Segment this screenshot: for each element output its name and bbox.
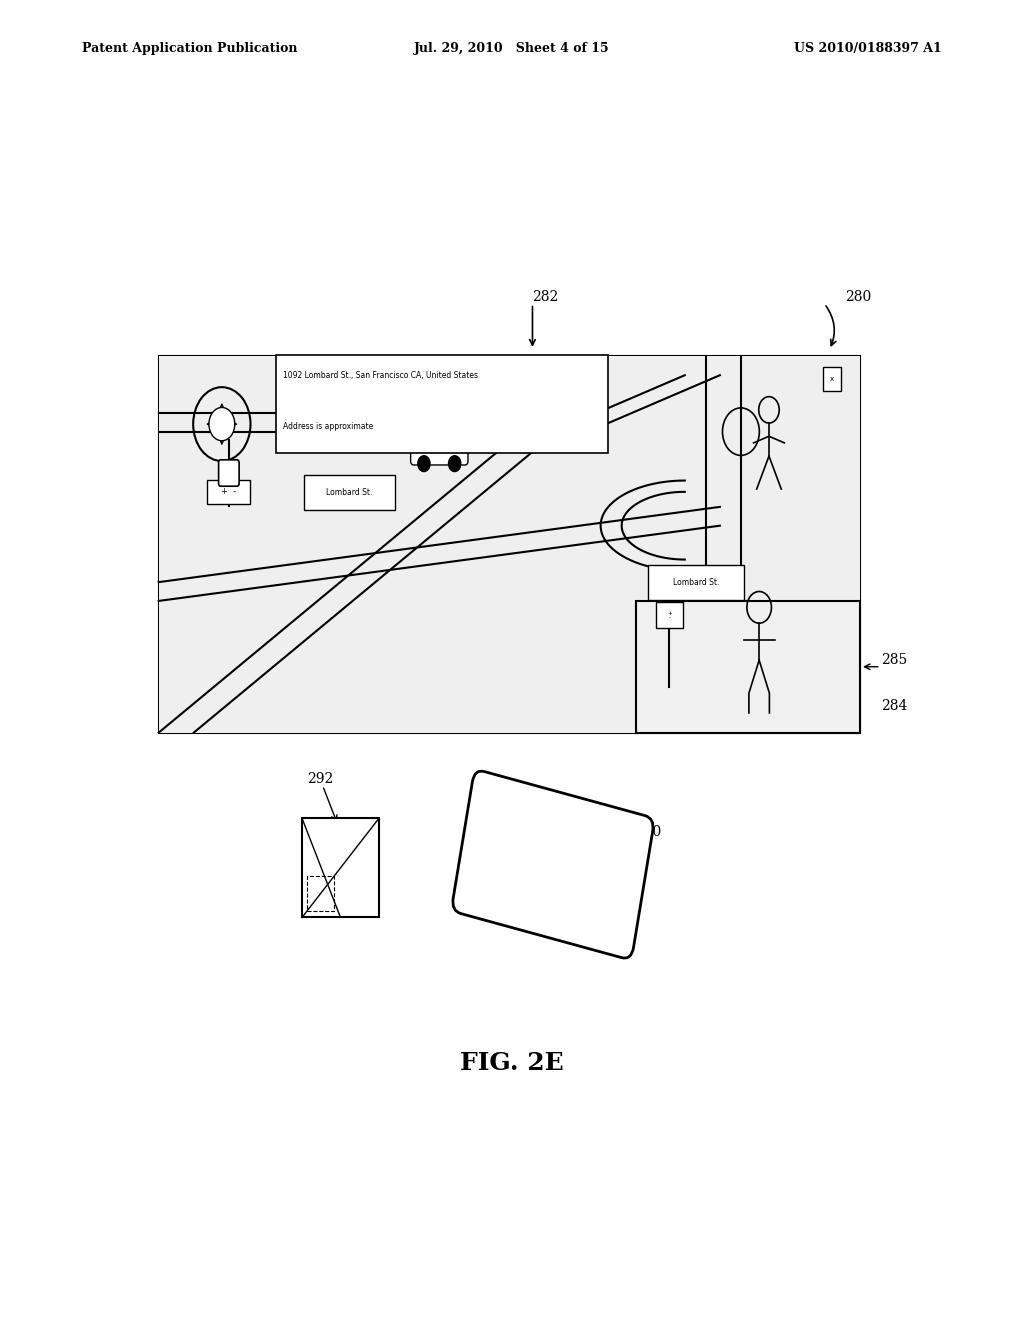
Text: US 2010/0188397 A1: US 2010/0188397 A1 <box>795 42 942 55</box>
Text: 284: 284 <box>881 700 907 713</box>
FancyBboxPatch shape <box>411 433 468 465</box>
Text: Lombard St.: Lombard St. <box>326 488 372 496</box>
Circle shape <box>449 455 461 471</box>
Text: 282: 282 <box>532 290 559 304</box>
Bar <box>307 876 334 911</box>
Text: +
-: + - <box>667 611 672 620</box>
FancyBboxPatch shape <box>656 602 683 628</box>
FancyBboxPatch shape <box>453 771 653 958</box>
Bar <box>159 356 860 733</box>
FancyBboxPatch shape <box>218 459 239 486</box>
Circle shape <box>418 455 430 471</box>
Text: x: x <box>830 376 835 381</box>
Text: Lombard St.: Lombard St. <box>673 578 719 587</box>
Text: Address is approximate: Address is approximate <box>283 421 374 430</box>
Bar <box>302 818 379 917</box>
Text: Patent Application Publication: Patent Application Publication <box>82 42 297 55</box>
FancyBboxPatch shape <box>207 480 250 504</box>
Text: 285: 285 <box>881 653 907 667</box>
Text: 1092 Lombard St., San Francisco CA, United States: 1092 Lombard St., San Francisco CA, Unit… <box>283 371 478 380</box>
Text: +  -: + - <box>221 487 237 496</box>
Text: 292: 292 <box>307 772 334 785</box>
Text: FIG. 2E: FIG. 2E <box>460 1051 564 1074</box>
FancyBboxPatch shape <box>304 475 395 510</box>
Text: 290: 290 <box>635 825 662 838</box>
FancyBboxPatch shape <box>823 367 842 391</box>
Circle shape <box>209 408 234 441</box>
FancyBboxPatch shape <box>159 356 860 733</box>
Text: Jul. 29, 2010   Sheet 4 of 15: Jul. 29, 2010 Sheet 4 of 15 <box>414 42 610 55</box>
FancyBboxPatch shape <box>636 601 860 733</box>
FancyBboxPatch shape <box>647 565 743 599</box>
FancyBboxPatch shape <box>275 355 607 453</box>
Text: 280: 280 <box>845 290 871 304</box>
